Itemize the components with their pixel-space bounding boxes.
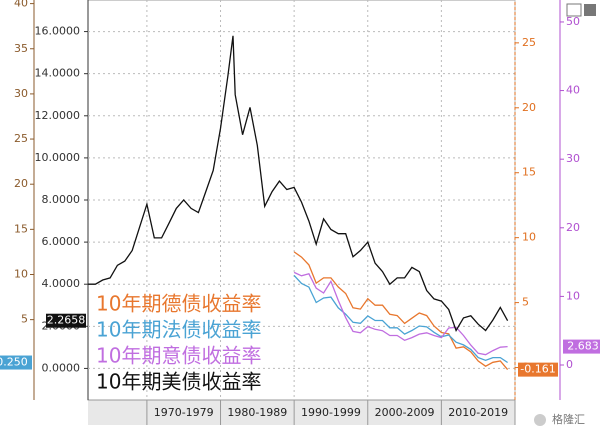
y-tick-label: 20: [566, 221, 580, 234]
y-tick-label: 8.0000: [42, 193, 81, 206]
y-tick-label: 10: [522, 231, 536, 244]
y-tick-label: 40: [566, 84, 580, 97]
y-tick-label: 14.0000: [35, 67, 81, 80]
y-tick-label: 12.0000: [35, 109, 81, 122]
x-tick-label: 2010-2019: [448, 406, 508, 419]
legend-label: 10年期法债收益率: [96, 318, 261, 342]
y-tick-label: 10.0000: [35, 151, 81, 164]
y-tick-label: 20: [522, 101, 536, 114]
x-tick-label: 1970-1979: [154, 406, 214, 419]
watermark: 格隆汇: [552, 412, 585, 426]
y-tick-label: 35: [14, 42, 28, 55]
x-tick-label: 1990-1999: [301, 406, 361, 419]
x-axis-band: [88, 400, 515, 425]
close-icon[interactable]: [584, 4, 596, 16]
y-tick-label: 10: [566, 289, 580, 302]
value-label-box: [46, 313, 86, 328]
series-line: [293, 271, 508, 356]
y-tick-label: 30: [14, 87, 28, 100]
y-tick-label: 30: [566, 152, 580, 165]
y-tick-label: 20: [14, 177, 28, 190]
y-tick-label: 15: [14, 222, 28, 235]
y-tick-label: 5: [21, 313, 28, 326]
watermark-icon: [534, 414, 546, 426]
window-icon[interactable]: [566, 3, 582, 17]
y-tick-label: 25: [522, 36, 536, 49]
series-line: [88, 35, 509, 333]
legend-label: 10年期美债收益率: [96, 370, 261, 394]
value-label: -0.161: [520, 363, 555, 376]
x-tick-label: 1980-1989: [227, 406, 287, 419]
y-tick-label: 50: [566, 15, 580, 28]
y-tick-label: 6.0000: [42, 235, 81, 248]
y-tick-label: 25: [14, 132, 28, 145]
x-tick-label: 2000-2009: [375, 406, 435, 419]
value-label-box: [0, 355, 32, 370]
value-label-box: [518, 362, 558, 377]
y-tick-label: 4.0000: [42, 277, 81, 290]
legend-label: 10年期意债收益率: [96, 344, 261, 368]
series-line: [293, 274, 508, 364]
y-tick-label: 15: [522, 166, 536, 179]
y-tick-label: 0: [566, 358, 573, 371]
y-tick-label: 0.0000: [42, 361, 81, 374]
value-label-box: [563, 339, 600, 354]
y-tick-label: 10: [14, 267, 28, 280]
y-tick-label: 5: [522, 296, 529, 309]
series-line: [293, 251, 509, 371]
legend-label: 10年期德债收益率: [96, 292, 261, 316]
value-label: 0.250: [0, 356, 28, 369]
y-tick-label: 40: [14, 0, 28, 10]
y-tick-label: 16.0000: [35, 25, 81, 38]
value-label: 2.683: [567, 340, 599, 353]
value-label: 2.2658: [47, 314, 86, 327]
